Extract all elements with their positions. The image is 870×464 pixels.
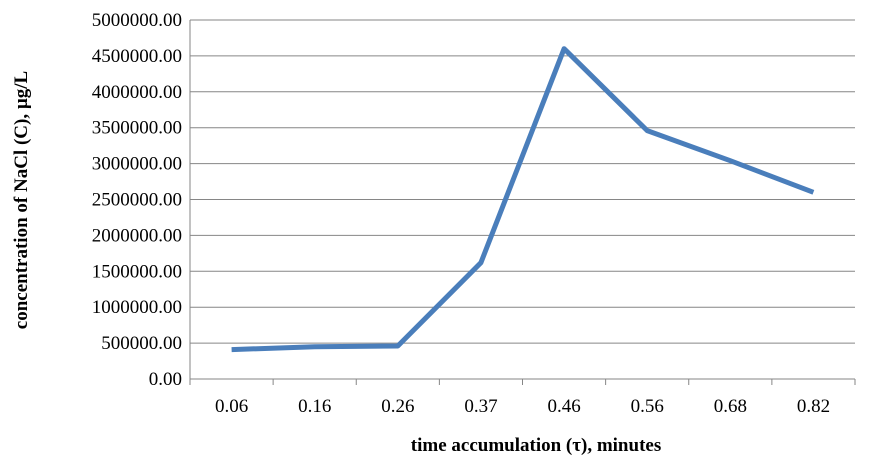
- x-tick-label: 0.56: [631, 396, 664, 417]
- y-tick-label: 3500000.00: [92, 118, 182, 139]
- y-tick-label: 3000000.00: [92, 154, 182, 175]
- x-tick-label: 0.82: [797, 396, 830, 417]
- y-tick-label: 4500000.00: [92, 46, 182, 67]
- x-tick-label: 0.16: [298, 396, 331, 417]
- y-tick-label: 4000000.00: [92, 82, 182, 103]
- x-tick-label: 0.06: [215, 396, 248, 417]
- x-tick-label: 0.37: [464, 396, 497, 417]
- series-group: [231, 46, 815, 353]
- x-tick-label: 0.26: [381, 396, 414, 417]
- gridlines: [189, 19, 856, 385]
- y-tick-label: 2500000.00: [92, 190, 182, 211]
- y-tick-label: 1000000.00: [92, 297, 182, 318]
- x-axis-title: time accumulation (τ), minutes: [411, 435, 661, 456]
- y-tick-label: 5000000.00: [92, 10, 182, 31]
- y-tick-label: 2000000.00: [92, 225, 182, 246]
- x-tick-label: 0.68: [714, 396, 747, 417]
- y-tick-labels: 0.00 500000.00 1000000.00 1500000.00 2000000…: [92, 10, 182, 390]
- x-tick-labels: 0.06 0.16 0.26 0.37 0.46 0.56 0.68 0.82: [215, 396, 830, 417]
- y-axis-title: concentration of NaCl (C), µg/L: [11, 71, 32, 329]
- x-tick-label: 0.46: [547, 396, 580, 417]
- y-tick-label: 500000.00: [101, 333, 182, 354]
- y-tick-label: 0.00: [149, 369, 182, 390]
- y-tick-label: 1500000.00: [92, 261, 182, 282]
- series-line: [231, 46, 815, 353]
